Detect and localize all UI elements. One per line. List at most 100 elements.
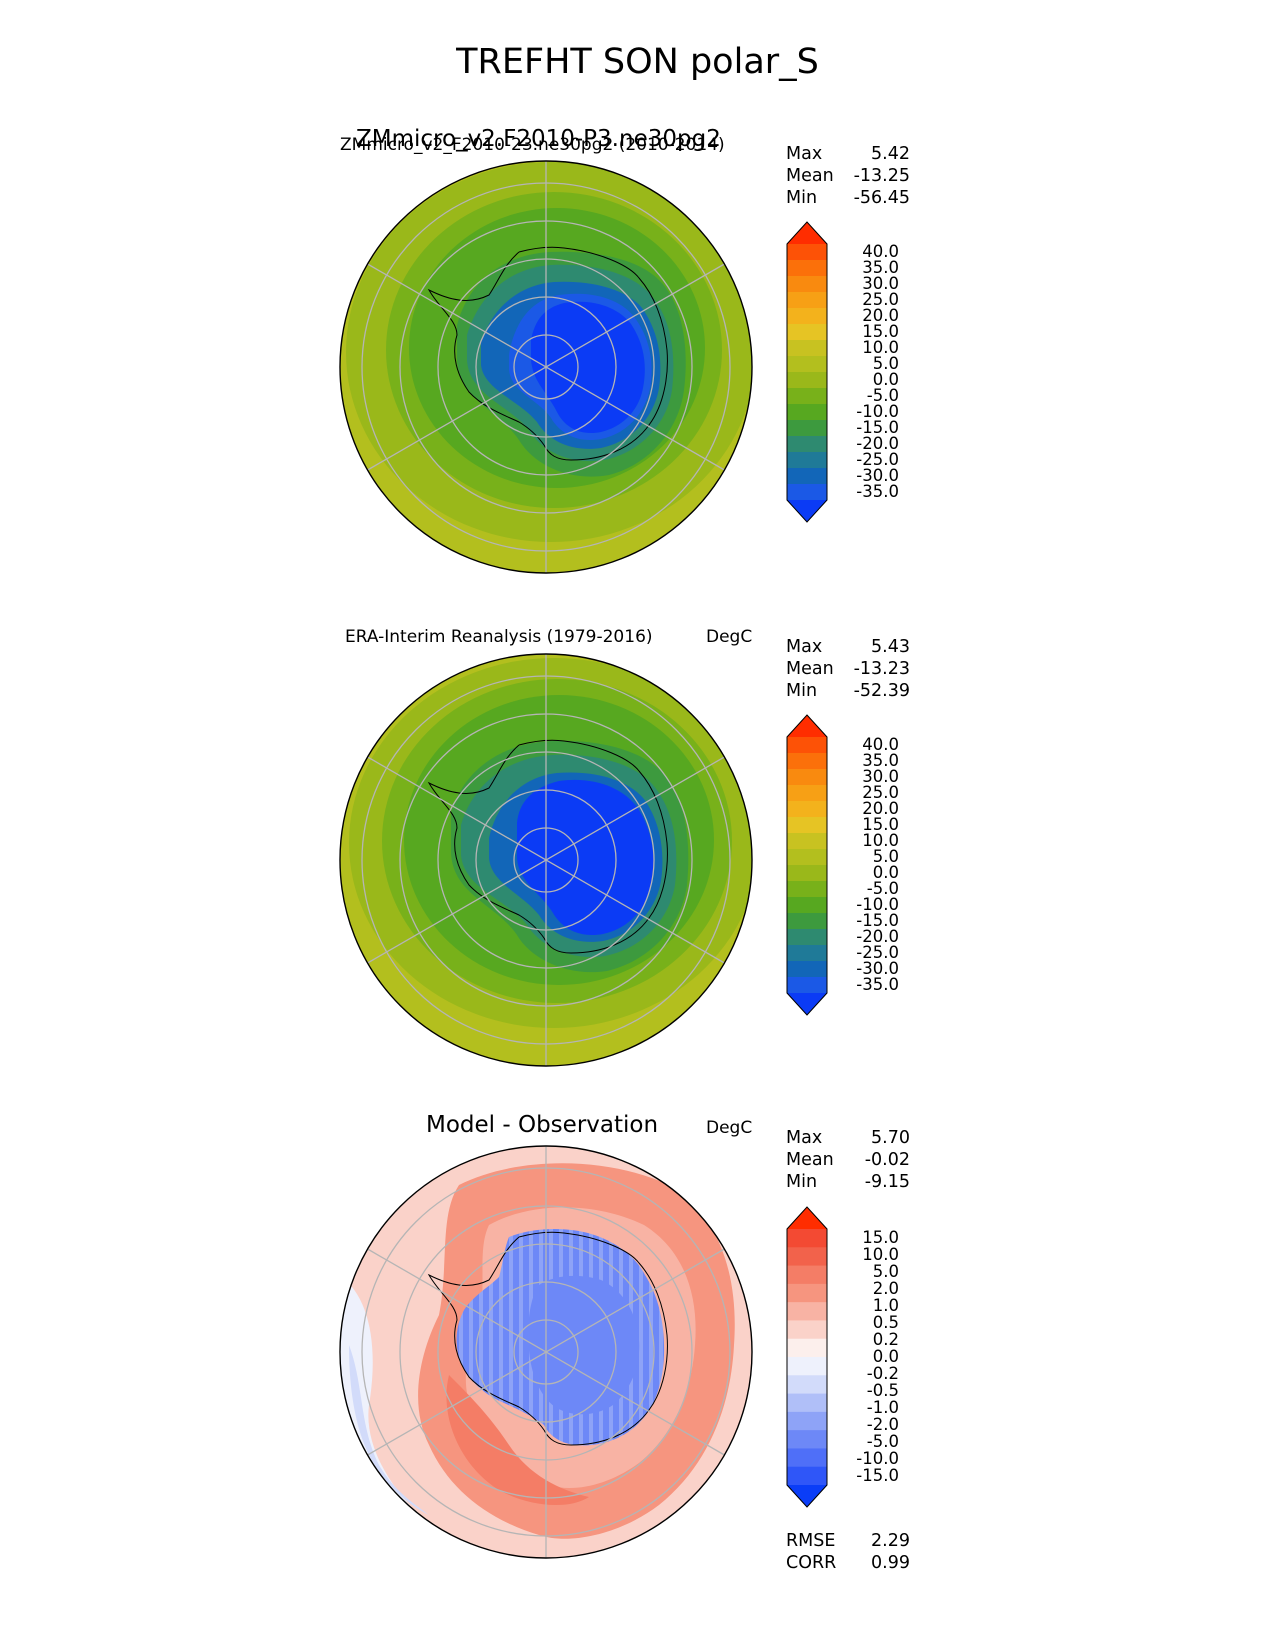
colorbar-0-tick: 20.0 [862, 306, 899, 325]
panel3-min-label: Min [786, 1172, 818, 1192]
colorbar-1-tick: -15.0 [856, 911, 899, 930]
colorbar-1-extend-high [787, 715, 827, 737]
colorbar-0-tick: -20.0 [856, 434, 899, 453]
colorbar-2-tick: -2.0 [866, 1415, 899, 1435]
colorbar-0-tick: -10.0 [856, 402, 899, 421]
colorbar-2-segment [787, 1411, 827, 1431]
colorbar-2-segment [787, 1448, 827, 1468]
colorbar-1-segment [787, 833, 827, 850]
panel3-max-value: 5.70 [871, 1128, 910, 1148]
colorbar-1-segment [787, 977, 827, 994]
panel3-title: Model - Observation [426, 1112, 659, 1138]
colorbar-0-segment [787, 260, 827, 277]
colorbar-1-segment [787, 817, 827, 834]
colorbar-1-segment [787, 753, 827, 770]
colorbar-2-extend-high [787, 1207, 827, 1229]
colorbar-1-tick: -30.0 [856, 959, 899, 978]
colorbar-2-segment [787, 1320, 827, 1340]
panel3-max-label: Max [786, 1128, 823, 1148]
colorbar-1-segment [787, 801, 827, 818]
colorbar-0-tick: 25.0 [862, 290, 899, 309]
colorbar-2-segment [787, 1247, 827, 1267]
panel1-max-value: 5.42 [871, 144, 910, 164]
colorbar-0-segment [787, 372, 827, 389]
colorbar-0-segment [787, 420, 827, 437]
colorbar-1-segment [787, 785, 827, 802]
colorbar-1-tick: 25.0 [862, 783, 899, 802]
colorbar-2-tick: 0.5 [872, 1312, 899, 1332]
colorbar-2-tick: 0.0 [872, 1347, 899, 1366]
panel3-mean-value: -0.02 [864, 1150, 910, 1170]
colorbar-2-tick: -0.5 [866, 1381, 899, 1401]
colorbar-1-tick: -20.0 [856, 927, 899, 946]
panel3-rmse-value: 2.29 [871, 1531, 910, 1551]
colorbar-2-segment [787, 1357, 827, 1376]
colorbar-2-tick: 2.0 [872, 1278, 899, 1298]
colorbar-0-tick: 40.0 [862, 242, 899, 261]
colorbar-1-segment [787, 881, 827, 898]
colorbar-0-tick: -35.0 [856, 482, 899, 501]
colorbar-0-extend-high [787, 222, 827, 244]
colorbar-0-tick: 10.0 [862, 338, 899, 357]
panel1-colorbar [786, 221, 828, 523]
panel3-min-value: -9.15 [864, 1172, 910, 1192]
colorbar-2-tick: -10.0 [856, 1449, 899, 1469]
colorbar-2-tick: -0.2 [866, 1364, 899, 1384]
colorbar-1-tick: -5.0 [866, 879, 899, 898]
colorbar-0-tick: 0.0 [872, 370, 899, 389]
colorbar-0-tick: -15.0 [856, 418, 899, 437]
panel1-min-label: Min [786, 188, 818, 208]
colorbar-2-tick: 5.0 [872, 1261, 899, 1281]
colorbar-1-tick: 0.0 [872, 863, 899, 882]
panel1-mean-value: -13.25 [853, 166, 910, 186]
colorbar-0-segment [787, 388, 827, 405]
colorbar-0-segment [787, 324, 827, 341]
panel1-map-border [339, 160, 753, 574]
panel1-min-value: -56.45 [853, 188, 910, 208]
colorbar-2-tick: 15.0 [862, 1227, 899, 1247]
panel1-max-label: Max [786, 144, 823, 164]
colorbar-2-extend-low [787, 1485, 827, 1507]
colorbar-0-segment [787, 436, 827, 453]
colorbar-2-segment [787, 1302, 827, 1322]
colorbar-1-tick: -10.0 [856, 895, 899, 914]
colorbar-2-segment [787, 1229, 827, 1248]
colorbar-0-tick: 5.0 [872, 354, 899, 373]
colorbar-1-tick: -25.0 [856, 943, 899, 962]
colorbar-1-segment [787, 913, 827, 930]
colorbar-2-tick: 10.0 [862, 1244, 899, 1264]
panel2-max-value: 5.43 [871, 637, 910, 657]
colorbar-1-tick: 30.0 [862, 767, 899, 786]
colorbar-0-segment [787, 244, 827, 261]
panel1-mean-label: Mean [786, 166, 834, 186]
colorbar-1-tick: 5.0 [872, 847, 899, 866]
panel1-title-overlap: ZMmicro_v2_F2010-23.ne30pg2 (2010-2014) [340, 135, 725, 155]
panel2-colorbar [786, 714, 828, 1016]
colorbar-0-segment [787, 468, 827, 485]
colorbar-1-segment [787, 849, 827, 866]
panel3-map [339, 1145, 753, 1559]
colorbar-0-segment [787, 308, 827, 325]
colorbar-1-tick: -35.0 [856, 975, 899, 994]
panel2-max-label: Max [786, 637, 823, 657]
colorbar-0-segment [787, 276, 827, 293]
colorbar-0-tick: -30.0 [856, 466, 899, 485]
colorbar-0-extend-low [787, 500, 827, 522]
panel2-mean-value: -13.23 [853, 659, 910, 679]
panel3-corr-value: 0.99 [871, 1553, 910, 1573]
panel2-min-value: -52.39 [853, 681, 910, 701]
colorbar-0-segment [787, 292, 827, 309]
colorbar-0-segment [787, 404, 827, 421]
colorbar-1-segment [787, 769, 827, 786]
panel1-plateau-neg35 [531, 301, 645, 434]
colorbar-0-tick: -5.0 [866, 386, 899, 405]
panel1-title: ZMmicro_v2.F2010-P3.ne30pg2 [356, 126, 721, 152]
colorbar-1-tick: 15.0 [862, 815, 899, 834]
colorbar-2-segment [787, 1430, 827, 1450]
colorbar-1-tick: 10.0 [862, 831, 899, 850]
panel3-corr-label: CORR [786, 1553, 837, 1573]
colorbar-2-segment [787, 1338, 827, 1358]
colorbar-1-segment [787, 897, 827, 914]
colorbar-2-segment [787, 1393, 827, 1413]
colorbar-2-tick: 0.2 [872, 1329, 899, 1349]
